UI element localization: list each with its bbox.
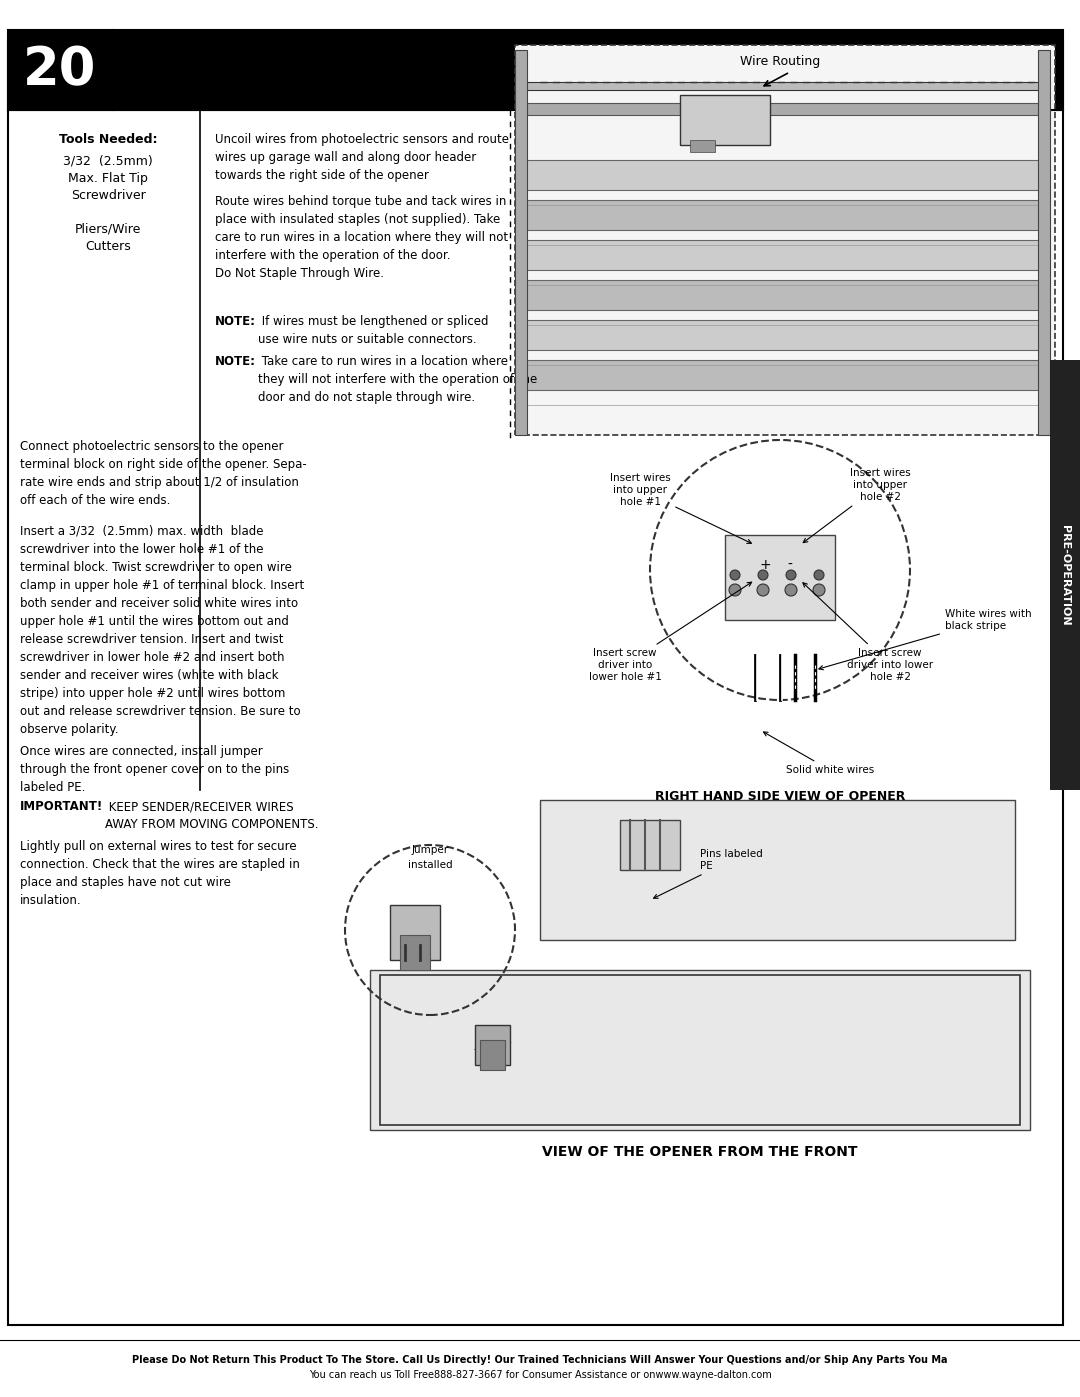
Text: installed: installed [407,861,453,870]
Text: other Non Pinch Resistant Doors): other Non Pinch Resistant Doors) [226,89,455,103]
Bar [400,935,430,970]
Bar [519,161,1045,190]
Text: Insert screw
driver into
lower hole #1: Insert screw driver into lower hole #1 [589,583,752,682]
Text: Insert screw
driver into lower
hole #2: Insert screw driver into lower hole #2 [802,583,933,682]
Bar [519,82,1045,89]
Bar [519,320,1045,351]
Text: Route wires behind torque tube and tack wires in
place with insulated staples (n: Route wires behind torque tube and tack … [215,196,508,279]
Circle shape [758,570,768,580]
Text: Jumper: Jumper [474,1039,512,1051]
Circle shape [757,584,769,597]
Bar [620,820,680,870]
Text: Insert wires
into upper
hole #1: Insert wires into upper hole #1 [609,474,752,543]
Circle shape [786,570,796,580]
Circle shape [785,584,797,597]
Circle shape [730,570,740,580]
Text: You can reach us Toll Free888-827-3667 for Consumer Assistance or onwww.wayne-da: You can reach us Toll Free888-827-3667 f… [309,1370,771,1380]
Text: Cutters: Cutters [85,240,131,253]
Text: -: - [787,557,793,571]
Text: If wires must be lengthened or spliced
use wire nuts or suitable connectors.: If wires must be lengthened or spliced u… [258,314,488,346]
Text: Tools Needed:: Tools Needed: [58,133,158,147]
Text: Solid white wires: Solid white wires [764,732,874,775]
Text: Insert a 3/32  (2.5mm) max. width  blade
screwdriver into the lower hole #1 of t: Insert a 3/32 (2.5mm) max. width blade s… [21,525,305,736]
Text: 20: 20 [24,43,97,96]
Text: +: + [759,557,771,571]
Text: Please Do Not Return This Product To The Store. Call Us Directly! Our Trained Te: Please Do Not Return This Product To The… [132,1355,948,1365]
Text: Screwdriver: Screwdriver [70,189,146,203]
Bar [519,240,1045,270]
Text: RIGHT HAND SIDE VIEW OF OPENER: RIGHT HAND SIDE VIEW OF OPENER [654,789,905,803]
Text: KEEP SENDER/RECEIVER WIRES
AWAY FROM MOVING COMPONENTS.: KEEP SENDER/RECEIVER WIRES AWAY FROM MOV… [105,800,319,831]
Bar [725,535,835,620]
Text: PRE-OPERATION: PRE-OPERATION [1059,525,1070,626]
Text: Pins labeled
PE: Pins labeled PE [653,849,762,898]
Text: Jumper: Jumper [411,845,448,855]
Text: VIEW OF THE OPENER FROM THE FRONT: VIEW OF THE OPENER FROM THE FRONT [542,1146,858,1160]
Text: Lightly pull on external wires to test for secure
connection. Check that the wir: Lightly pull on external wires to test f… [21,840,300,907]
Text: IMPORTANT!: IMPORTANT! [21,800,104,813]
Bar [680,95,770,145]
Text: Uncoil wires from photoelectric sensors and route
wires up garage wall and along: Uncoil wires from photoelectric sensors … [215,133,509,182]
Circle shape [813,584,825,597]
Text: Take care to run wires in a location where
they will not interfere with the oper: Take care to run wires in a location whe… [258,355,537,404]
Bar [8,29,113,110]
Text: Once wires are connected, install jumper
through the front opener cover on to th: Once wires are connected, install jumper… [21,745,289,793]
Circle shape [729,584,741,597]
Bar [519,200,1045,231]
Bar [519,279,1045,310]
Bar [370,970,1030,1130]
Bar [480,1039,505,1070]
Text: Sensor Wire Installation: Sensor Wire Installation [207,46,473,64]
Circle shape [814,570,824,580]
Text: Wire Routing: Wire Routing [740,54,820,68]
Bar [8,29,1063,110]
Bar [515,45,1055,434]
Text: Insert wires
into upper
hole #2: Insert wires into upper hole #2 [804,468,910,542]
Bar [519,103,1045,115]
Text: (Required on all 8000 Series and: (Required on all 8000 Series and [227,71,454,85]
Text: Connect photoelectric sensors to the opener
terminal block on right side of the : Connect photoelectric sensors to the ope… [21,440,307,507]
Bar [390,905,440,960]
Bar [475,1025,510,1065]
Bar [690,140,715,152]
Bar [1038,50,1050,434]
Text: NOTE:: NOTE: [215,355,256,367]
Text: Pliers/Wire: Pliers/Wire [75,224,141,236]
Bar [380,975,1020,1125]
Text: NOTE:: NOTE: [215,314,256,328]
Text: 3/32  (2.5mm): 3/32 (2.5mm) [63,155,153,168]
Bar [515,50,527,434]
Bar [540,800,1015,940]
Bar [1050,360,1080,789]
Text: Max. Flat Tip: Max. Flat Tip [68,172,148,184]
Text: White wires with
black stripe: White wires with black stripe [819,609,1031,669]
Bar [519,360,1045,390]
